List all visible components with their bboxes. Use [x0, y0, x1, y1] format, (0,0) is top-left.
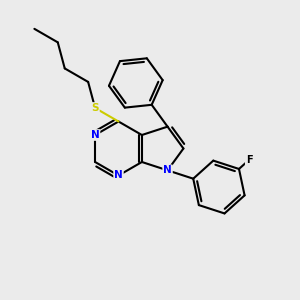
Text: N: N: [163, 165, 172, 175]
Text: N: N: [114, 170, 123, 181]
Text: S: S: [92, 103, 99, 113]
Text: N: N: [91, 130, 100, 140]
Text: F: F: [246, 155, 252, 165]
